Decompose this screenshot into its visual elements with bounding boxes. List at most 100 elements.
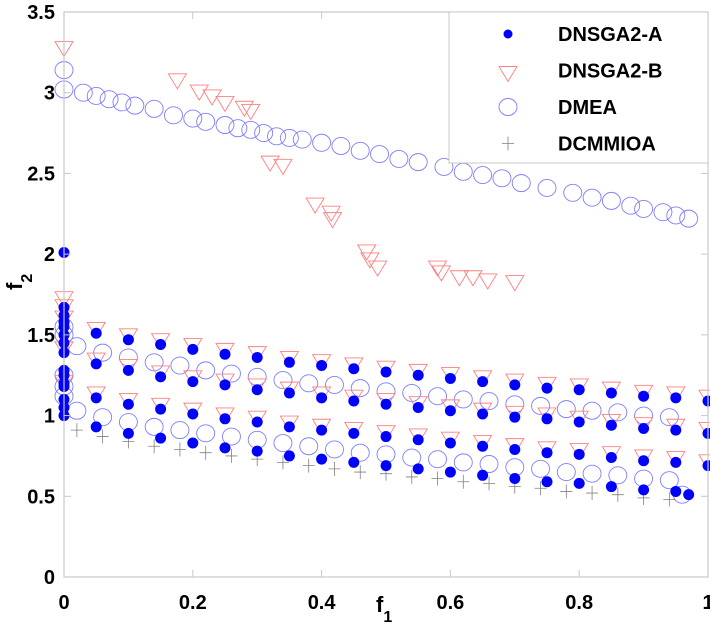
- data-point: [122, 334, 134, 346]
- data-point: [638, 422, 650, 434]
- data-point: [118, 359, 139, 376]
- data-point: [556, 463, 576, 482]
- data-point: [112, 93, 132, 112]
- data-point: [531, 459, 551, 478]
- data-point: [666, 386, 686, 403]
- data-point: [276, 455, 289, 470]
- data-point: [219, 379, 231, 391]
- data-point: [215, 116, 235, 134]
- data-point: [251, 351, 263, 363]
- data-point: [167, 73, 188, 90]
- data-point: [312, 133, 332, 152]
- data-point: [305, 197, 325, 214]
- data-point: [279, 351, 300, 368]
- data-point: [122, 364, 134, 376]
- data-point: [215, 342, 235, 360]
- data-point: [569, 443, 589, 460]
- data-point: [511, 174, 531, 193]
- data-point: [86, 386, 106, 403]
- data-point: [311, 418, 332, 436]
- data-point: [251, 384, 263, 396]
- data-point: [260, 155, 280, 173]
- data-point: [537, 407, 557, 424]
- data-point: [633, 449, 654, 466]
- data-point: [601, 413, 622, 431]
- data-point: [541, 447, 553, 459]
- data-point: [509, 473, 521, 485]
- data-point: [380, 398, 392, 410]
- data-point: [215, 373, 235, 390]
- data-point: [670, 456, 682, 468]
- data-point: [537, 441, 557, 458]
- data-point: [90, 421, 102, 433]
- data-point: [670, 392, 682, 404]
- data-point: [292, 130, 312, 149]
- y-tick-label: 3: [44, 83, 55, 105]
- data-point: [434, 158, 454, 176]
- data-point: [605, 481, 617, 493]
- data-point: [348, 363, 360, 375]
- data-point: [582, 464, 602, 483]
- data-point: [173, 442, 186, 457]
- data-point: [316, 424, 328, 436]
- data-point: [325, 375, 344, 394]
- y-tick-label: 0.5: [27, 486, 55, 508]
- data-point: [634, 199, 654, 218]
- data-point: [440, 367, 461, 384]
- data-point: [155, 432, 167, 444]
- data-point: [215, 95, 235, 113]
- data-point: [155, 339, 167, 351]
- data-point: [477, 273, 498, 290]
- data-point: [537, 376, 557, 394]
- data-point: [477, 376, 489, 388]
- legend-box: [448, 11, 709, 164]
- data-point: [444, 437, 456, 449]
- data-point: [569, 410, 589, 428]
- data-point: [453, 162, 473, 181]
- data-point: [638, 390, 650, 402]
- data-point: [666, 418, 686, 436]
- data-point: [187, 343, 199, 355]
- data-point: [389, 149, 409, 168]
- data-point: [601, 191, 621, 210]
- data-point: [96, 429, 109, 444]
- data-point: [356, 244, 377, 261]
- data-point: [444, 466, 456, 478]
- data-point: [316, 360, 328, 372]
- plot-frame: [63, 11, 709, 578]
- data-point: [283, 387, 295, 399]
- data-point: [477, 469, 489, 481]
- data-point: [427, 260, 448, 277]
- data-point: [670, 424, 682, 436]
- data-point: [219, 348, 231, 360]
- data-point: [440, 431, 461, 449]
- data-point: [638, 484, 650, 496]
- data-point: [215, 407, 235, 424]
- data-point: [350, 141, 370, 160]
- x-tick-label: 0.4: [308, 592, 337, 614]
- data-point: [187, 376, 199, 388]
- data-point: [473, 166, 493, 184]
- data-point: [531, 396, 551, 415]
- data-point: [118, 392, 139, 410]
- data-point: [267, 127, 286, 146]
- y-tick-label: 3.5: [27, 2, 55, 24]
- data-point: [202, 89, 222, 106]
- data-point: [321, 205, 342, 223]
- data-point: [316, 392, 328, 404]
- data-point: [453, 390, 473, 409]
- legend-marker: [503, 29, 513, 39]
- series-dnsga2-b: [54, 41, 710, 471]
- data-point: [537, 179, 557, 197]
- data-point: [367, 260, 388, 277]
- data-point: [463, 270, 483, 287]
- data-point: [279, 381, 300, 399]
- data-point: [653, 203, 673, 222]
- data-point: [311, 386, 332, 403]
- series-dcmmioa: [70, 423, 676, 507]
- data-point: [605, 452, 617, 464]
- data-point: [328, 461, 341, 476]
- y-tick-label: 2.5: [27, 163, 55, 185]
- data-point: [472, 370, 493, 387]
- data-point: [633, 417, 654, 434]
